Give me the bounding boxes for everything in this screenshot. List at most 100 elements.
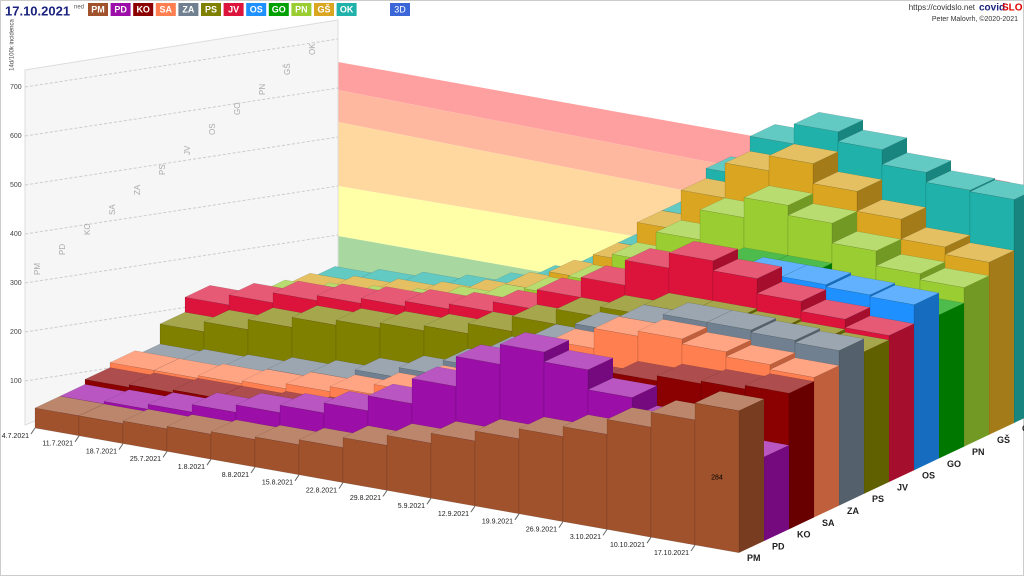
bar-top-shade [588,378,657,398]
wall-label: SA [108,204,117,215]
x-tick-label: 22.8.2021 [306,487,337,494]
bar-side-shade [1014,194,1024,423]
x-tick [338,482,344,489]
legend-button[interactable]: PM [88,3,108,16]
bar-side [814,365,839,518]
wall-label: PD [58,244,67,255]
source-url: https://covidslo.net [909,3,976,12]
bar-top-shade [876,254,945,274]
x-tick [558,521,564,528]
y-tick-label: 400 [10,231,22,238]
bar-top-shade [857,199,926,220]
legend-button[interactable]: PD [110,3,131,16]
bar-top-shade [970,179,1024,200]
x-tick [118,443,124,450]
bar-side [914,292,939,471]
bar-top-shade [782,265,851,285]
bar-front [298,439,344,483]
bar-top-shade [901,227,970,247]
legend-button[interactable]: ZA [178,3,199,16]
bar-top-shade [500,332,569,352]
legend-label: OS [250,4,263,14]
bar-front [606,419,652,538]
legend-swatch [178,3,199,16]
legend-swatch [291,3,312,16]
x-tick-label: 4.7.2021 [2,433,29,440]
wall-label: OK [308,43,317,55]
x-tick [206,458,212,466]
bar-side-shade [939,303,964,459]
day: ned [74,5,84,11]
legend-button[interactable]: KO [133,3,154,16]
bar [694,390,765,554]
bar-front [342,437,388,491]
region-label: PN [972,447,985,457]
wall-label: PM [33,263,42,275]
legend-swatch [133,3,154,16]
legend-button[interactable]: OK [336,3,357,16]
bar-side [864,340,889,494]
bar-top-shade [713,259,782,279]
region-label: GŠ [997,434,1010,445]
legend-swatch [88,3,108,16]
bar-top-shade [173,378,242,398]
region-label: PS [872,494,884,504]
x-tick-label: 18.7.2021 [86,448,117,455]
legend-button[interactable]: PN [291,3,312,16]
legend-label: GŠ [317,3,330,14]
bar-front [694,402,740,554]
bar-side-shade [864,340,889,494]
mode-button[interactable]: 3D [390,3,410,16]
y-tick-label: 700 [10,84,22,91]
bar-top-shade [794,112,863,132]
bar-side-shade [814,365,839,518]
legend-label: KO [136,4,150,14]
legend-button[interactable]: GO [268,3,289,16]
x-tick [74,435,80,443]
region-label: PD [772,541,785,551]
legend-button[interactable]: OS [246,3,267,16]
x-tick [382,490,388,497]
x-tick-label: 11.7.2021 [42,441,73,448]
legend-swatch [223,3,244,16]
legend-button[interactable]: GŠ [314,3,334,16]
bar-top-shade [813,171,882,192]
bar-top-shade [110,350,179,371]
x-tick-label: 3.10.2021 [570,534,601,541]
legend-button[interactable]: JV [223,3,244,16]
date-title: 17.10.2021 [5,3,70,18]
legend-swatch [246,3,267,16]
region-label: KO [797,530,811,540]
x-tick-label: 1.8.2021 [178,464,205,471]
bar-side [939,303,964,459]
bar-front [650,411,696,546]
bar-top-shade [707,310,776,330]
bar-side-shade [964,275,989,447]
wall-label: PN [258,84,267,95]
region-label: OK [1022,423,1024,433]
grid-line [24,283,339,333]
wall-label: GŠ [283,63,292,75]
wall-label: ZA [133,184,142,195]
y-tick-label: 500 [10,182,22,189]
y-tick-label: 200 [10,329,22,336]
legend-label: JV [228,4,239,14]
bar-top-shade [35,396,104,416]
bar-top-shade [945,242,1014,263]
legend-button[interactable]: SA [155,3,176,16]
wall-label: GO [233,103,242,115]
x-tick-label: 29.8.2021 [350,495,381,502]
grid-line [24,136,339,186]
bar-front [518,428,564,522]
button-label: 3D [394,4,406,14]
x-tick [30,427,36,435]
brand-covid: covid [979,3,1005,14]
bar [78,403,149,444]
bar-top-shade [832,231,901,251]
region-label: SA [822,518,835,528]
x-tick-label: 25.7.2021 [130,456,161,463]
y-tick-label: 300 [10,280,22,287]
bar-top-shade [826,275,895,295]
legend-button[interactable]: PS [201,3,221,16]
